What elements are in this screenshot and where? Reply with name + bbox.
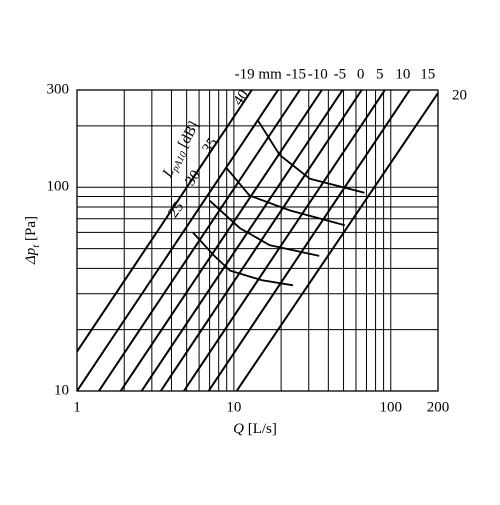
series-label: -10 [308,66,328,82]
noise-label: 25 [165,199,187,220]
series-label: -5 [334,66,347,82]
x-unit: [L/s] [248,421,277,437]
series-label: 15 [420,66,435,82]
data-line [140,90,344,391]
x-tick-label: 1 [73,399,81,415]
series-label: 10 [395,66,410,82]
series-label: -15 [286,66,306,82]
data-line [207,90,411,391]
y-unit: [Pa] [23,216,39,241]
series-label: 5 [376,66,384,82]
data-line [235,92,438,391]
data-line [257,119,365,194]
x-axis-title: Q [L/s] [233,421,277,437]
y-tick-label: 100 [47,179,70,195]
x-label: Q [233,421,244,437]
x-tick-label: 10 [226,399,241,415]
y-tick-label: 300 [47,81,70,97]
x-tick-label: 200 [427,399,450,415]
y-axis-title: Δpt [Pa] [23,216,43,265]
data-line [192,231,294,287]
y-tick-label: 10 [54,382,69,398]
data-line [77,90,253,353]
plot-frame [76,89,439,392]
data-line [183,90,386,391]
series-label: 20 [452,87,467,103]
y-label: Δp [23,247,39,265]
data-line [77,90,279,391]
series-label: 0 [357,66,365,82]
data-line [119,90,323,391]
x-tick-label: 100 [380,399,403,415]
data-line [226,167,346,227]
noise-label: 35 [199,135,221,156]
y-label-sub: t [30,244,42,248]
noise-label: 30 [182,168,204,189]
data-line [208,199,320,257]
series-label: -19 mm [235,66,282,82]
